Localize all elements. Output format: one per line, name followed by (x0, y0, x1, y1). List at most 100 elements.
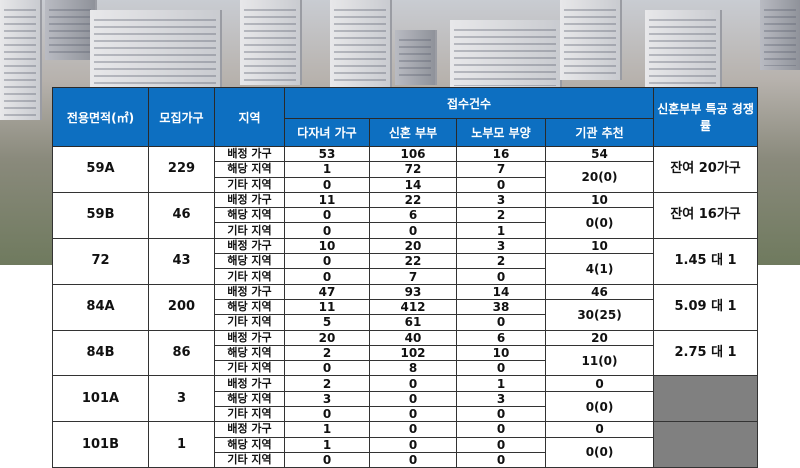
institution-assigned-cell: 54 (544, 145, 655, 163)
newlywed-cell: 14 (369, 176, 457, 193)
newlywed-cell: 0 (369, 451, 457, 468)
newlywed-cell: 61 (369, 314, 457, 331)
multi-child-cell: 0 (284, 222, 370, 239)
elderly-parents-cell: 3 (456, 390, 546, 408)
competition-cell: 1.45 대 1 (653, 237, 759, 285)
region-label: 배정 가구 (214, 421, 285, 438)
elderly-parents-cell: 0 (456, 406, 546, 423)
table-row: 해당 지역 1 72 7 20(0) (53, 161, 758, 193)
multi-child-cell: 0 (284, 360, 370, 377)
region-label: 배정 가구 (214, 191, 285, 209)
newlywed-cell: 22 (369, 191, 457, 209)
region-label: 해당 지역 (214, 390, 285, 408)
table-row: 해당 지역 0 22 2 4(1) (53, 253, 758, 285)
elderly-parents-cell: 16 (456, 145, 546, 163)
table-row: 101B 1 배정 가구 1 0 0 0 (52, 421, 759, 468)
multi-child-cell: 5 (284, 314, 370, 331)
area-cell: 84A (52, 283, 149, 331)
multi-child-cell: 2 (284, 375, 370, 392)
households-cell: 43 (148, 237, 215, 285)
elderly-parents-cell: 1 (456, 375, 546, 392)
multi-child-cell: 0 (284, 176, 370, 193)
multi-child-cell: 0 (284, 268, 370, 285)
newlywed-cell: 20 (369, 237, 457, 255)
multi-child-cell: 1 (284, 421, 370, 438)
region-label: 기타 지역 (214, 176, 285, 193)
households-cell: 229 (148, 146, 215, 193)
households-cell: 1 (148, 421, 215, 468)
multi-child-cell: 11 (284, 191, 370, 209)
elderly-parents-cell: 14 (456, 283, 546, 300)
area-cell: 101A (52, 375, 149, 423)
households-cell: 86 (148, 329, 215, 377)
area-cell: 72 (52, 237, 149, 285)
institution-applied-cell: 0(0) (544, 436, 655, 468)
elderly-parents-cell: 0 (456, 176, 546, 193)
table-row: 해당 지역 11 412 38 30(25) (53, 298, 758, 331)
elderly-parents-cell: 0 (456, 436, 546, 453)
competition-cell: 잔여 20가구 (653, 146, 759, 193)
newlywed-cell: 0 (369, 375, 457, 392)
institution-applied-cell: 20(0) (544, 161, 655, 193)
households-cell: 46 (148, 191, 215, 239)
region-label: 배정 가구 (214, 237, 285, 255)
table-row: 기타 지역 0 0 1 (53, 222, 758, 239)
region-label: 기타 지역 (214, 360, 285, 377)
table-row: 기타 지역 0 0 0 (53, 451, 758, 468)
area-cell: 59B (52, 191, 149, 239)
competition-empty-cell (653, 421, 759, 468)
multi-child-cell: 11 (284, 298, 370, 316)
table-row: 해당 지역 3 0 3 0(0) (53, 390, 758, 423)
institution-assigned-cell: 0 (544, 421, 655, 438)
newlywed-cell: 0 (369, 406, 457, 423)
header-newlywed: 신혼 부부 (369, 118, 457, 147)
multi-child-cell: 0 (284, 207, 370, 224)
elderly-parents-cell: 3 (456, 237, 546, 255)
table-row: 59B 46 배정 가구 11 22 3 10 잔여 16가구 (52, 191, 759, 239)
multi-child-cell: 20 (284, 329, 370, 346)
region-label: 해당 지역 (214, 344, 285, 362)
header-competition: 신혼부부 특공 경쟁률 (653, 87, 759, 147)
households-cell: 3 (148, 375, 215, 423)
institution-applied-cell: 11(0) (544, 344, 655, 377)
table-row: 기타 지역 0 14 0 (53, 176, 758, 193)
header-elderly-parents: 노부모 부양 (456, 118, 546, 147)
region-label: 기타 지역 (214, 314, 285, 331)
institution-assigned-cell: 10 (544, 237, 655, 255)
elderly-parents-cell: 0 (456, 314, 546, 331)
header-households: 모집가구 (148, 87, 215, 147)
region-label: 기타 지역 (214, 451, 285, 468)
institution-assigned-cell: 10 (544, 191, 655, 209)
elderly-parents-cell: 2 (456, 253, 546, 270)
newlywed-cell: 7 (369, 268, 457, 285)
table-row: 기타 지역 5 61 0 (53, 314, 758, 331)
newlywed-cell: 8 (369, 360, 457, 377)
multi-child-cell: 0 (284, 406, 370, 423)
multi-child-cell: 1 (284, 161, 370, 178)
elderly-parents-cell: 7 (456, 161, 546, 178)
newlywed-cell: 93 (369, 283, 457, 300)
table-row: 해당 지역 1 0 0 0(0) (53, 436, 758, 468)
multi-child-cell: 10 (284, 237, 370, 255)
competition-cell: 잔여 16가구 (653, 191, 759, 239)
table-body: 59A 229 배정 가구 53 106 16 54 잔여 20가구 해당 지역 1 72 7 20(0… (52, 145, 759, 468)
multi-child-cell: 47 (284, 283, 370, 300)
institution-applied-cell: 0(0) (544, 207, 655, 239)
region-label: 해당 지역 (214, 253, 285, 270)
competition-cell: 5.09 대 1 (653, 283, 759, 331)
elderly-parents-cell: 0 (456, 360, 546, 377)
newlywed-cell: 106 (369, 145, 457, 163)
table-row: 기타 지역 0 8 0 (53, 360, 758, 377)
elderly-parents-cell: 0 (456, 451, 546, 468)
region-label: 해당 지역 (214, 207, 285, 224)
newlywed-cell: 102 (369, 344, 457, 362)
newlywed-cell: 0 (369, 222, 457, 239)
households-cell: 200 (148, 283, 215, 331)
region-label: 배정 가구 (214, 283, 285, 300)
header-multi-child: 다자녀 가구 (284, 118, 370, 147)
area-cell: 84B (52, 329, 149, 377)
competition-empty-cell (653, 375, 759, 423)
area-cell: 101B (52, 421, 149, 468)
region-label: 배정 가구 (214, 329, 285, 346)
elderly-parents-cell: 1 (456, 222, 546, 239)
